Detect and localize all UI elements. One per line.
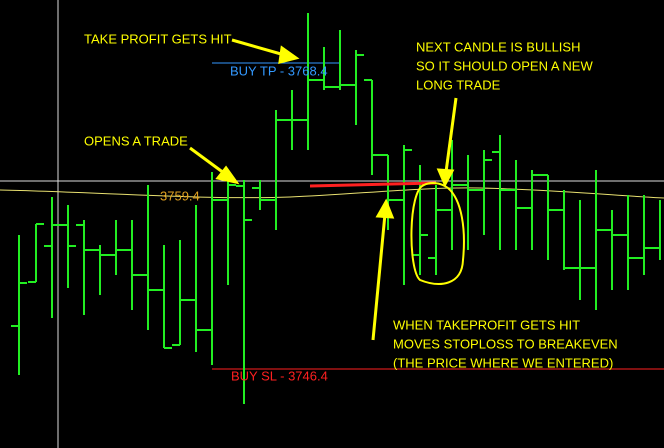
breakeven-move bbox=[309, 181, 437, 188]
arrows bbox=[189, 38, 458, 341]
annotation: (THE PRICE WHERE WE ENTERED) bbox=[393, 355, 613, 370]
annotation: MOVES STOPLOSS TO BREAKEVEN bbox=[393, 336, 618, 351]
moving-average bbox=[0, 187, 664, 199]
annotation: OPENS A TRADE bbox=[84, 133, 188, 148]
annotation: NEXT CANDLE IS BULLISH bbox=[416, 39, 580, 54]
price-bars bbox=[11, 13, 661, 404]
entry-label: 3759.4 bbox=[160, 188, 200, 203]
annotation: WHEN TAKEPROFIT GETS HIT bbox=[393, 317, 580, 332]
annotation: LONG TRADE bbox=[416, 77, 501, 92]
annotation: SO IT SHOULD OPEN A NEW bbox=[416, 58, 593, 73]
annotation: TAKE PROFIT GETS HIT bbox=[84, 31, 232, 46]
sl-label: BUY SL - 3746.4 bbox=[231, 368, 328, 383]
tp-label: BUY TP - 3768.4 bbox=[230, 63, 328, 78]
highlight-ellipse bbox=[410, 182, 465, 285]
